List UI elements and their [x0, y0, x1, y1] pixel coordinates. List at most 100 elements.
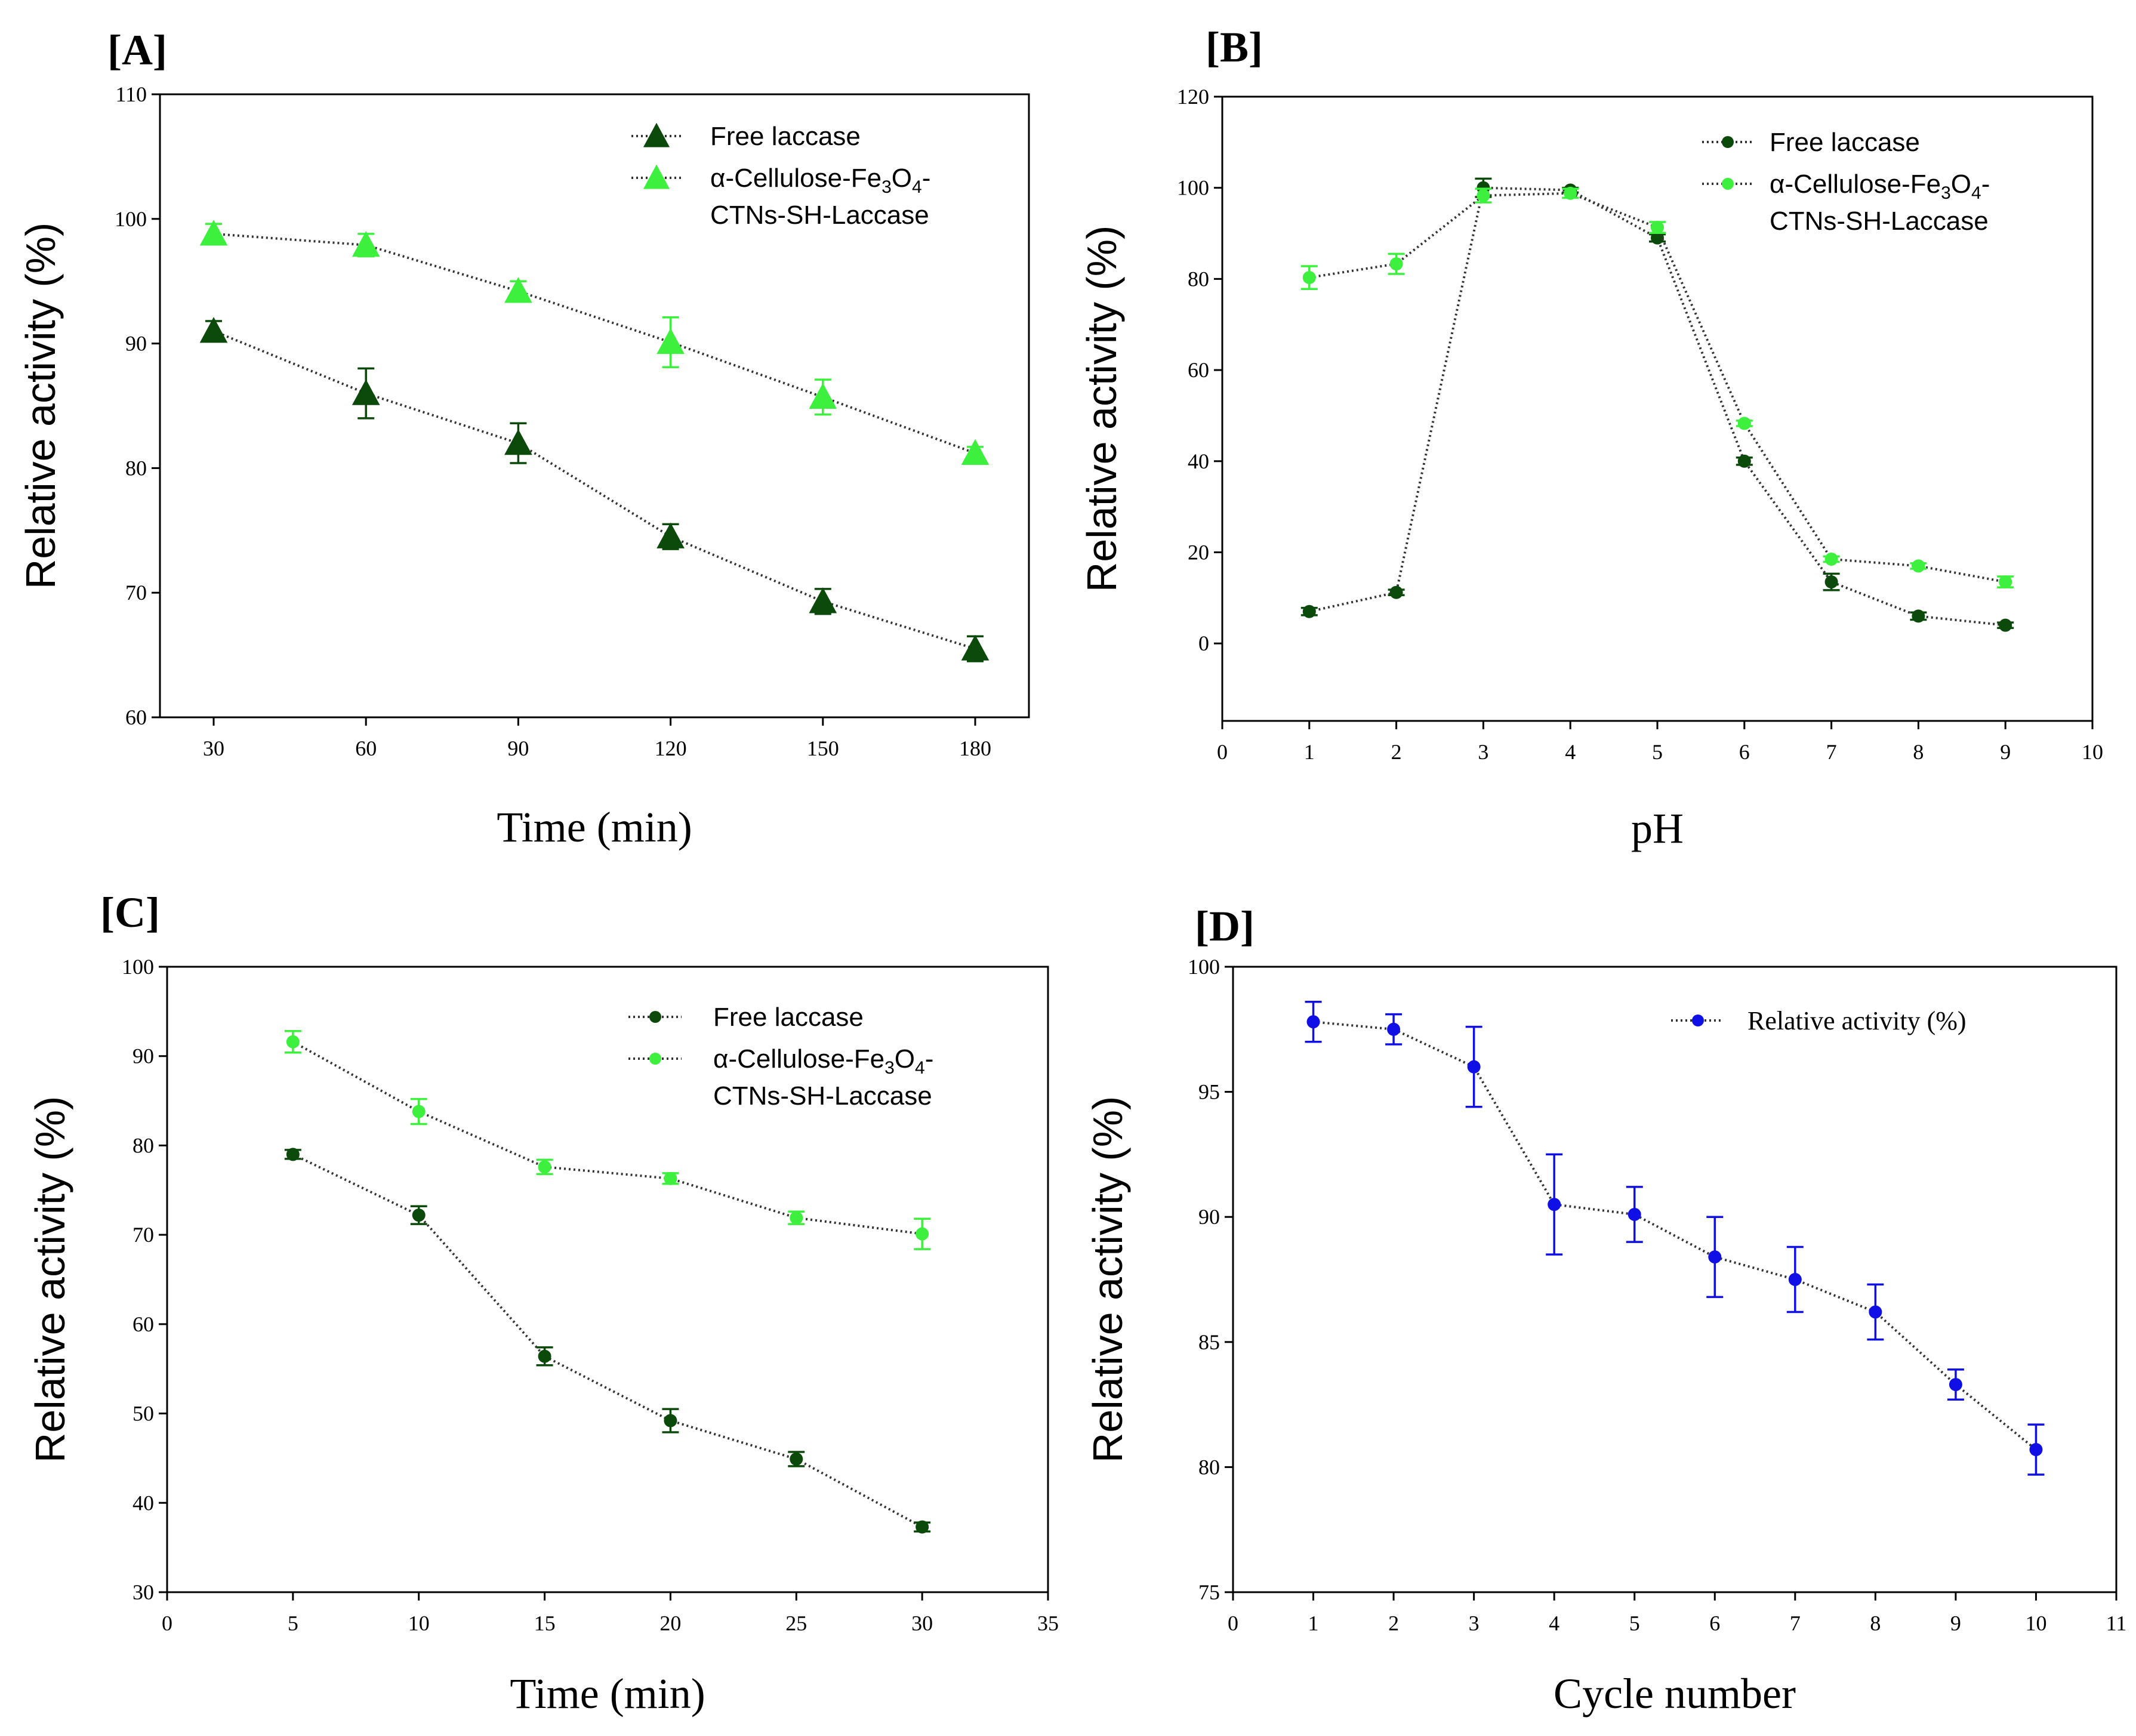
legend-label-part: - [925, 1044, 934, 1074]
data-point [1306, 1015, 1320, 1029]
legend-marker [643, 164, 670, 189]
panel-label: [B] [1206, 23, 1263, 71]
data-point [809, 587, 837, 613]
x-tick-label: 1 [1308, 1611, 1319, 1635]
x-axis-label: Time (min) [510, 1670, 705, 1718]
data-point [1389, 257, 1403, 271]
y-tick-label: 80 [1188, 267, 1209, 291]
series-0 [1305, 1000, 2045, 1476]
data-point [199, 220, 228, 246]
data-point [1651, 221, 1664, 235]
legend-label-subscript: 4 [1971, 183, 1981, 203]
data-point [961, 439, 990, 465]
x-tick-label: 25 [785, 1611, 807, 1635]
legend-label-part: O [892, 164, 912, 193]
x-tick-label: 0 [162, 1611, 172, 1635]
panel-label: [C] [100, 889, 160, 936]
data-point [286, 1148, 300, 1161]
legend-marker [1722, 136, 1734, 148]
y-tick-label: 80 [125, 456, 147, 480]
legend-label-line2: CTNs-SH-Laccase [1770, 206, 1989, 236]
x-tick-label: 30 [911, 1611, 933, 1635]
x-tick-label: 5 [1652, 740, 1663, 764]
x-tick-label: 10 [408, 1611, 430, 1635]
x-tick-label: 2 [1388, 1611, 1399, 1635]
legend-label-subscript: 3 [881, 177, 892, 197]
x-tick-label: 5 [288, 1611, 298, 1635]
y-tick-label: 20 [1188, 541, 1209, 565]
legend: Free laccase α-Cellulose-Fe3O4-CTNs-SH-La… [1702, 128, 1990, 236]
panel-a: [A] 60 70 80 90 100 110 30 60 90 120 150 180 Relative… [17, 26, 1030, 851]
y-tick-label: 30 [132, 1580, 154, 1604]
x-tick-label: 2 [1391, 740, 1402, 764]
data-point [352, 231, 380, 257]
x-axis-label: Cycle number [1554, 1670, 1796, 1718]
legend-label-part: α-Cellulose-Fe [1770, 169, 1941, 199]
data-point [790, 1452, 803, 1466]
legend-marker [1722, 178, 1734, 190]
y-axis-label: Relative activity (%) [1078, 226, 1125, 593]
data-point [199, 317, 228, 343]
panel-label: [A] [107, 26, 167, 74]
y-tick-label: 100 [1188, 955, 1220, 979]
legend-label-line2: CTNs-SH-Laccase [713, 1081, 932, 1111]
legend-marker [643, 122, 670, 147]
data-point [1999, 575, 2012, 589]
data-point [1628, 1208, 1641, 1222]
data-point [1737, 417, 1751, 430]
data-point [790, 1211, 803, 1225]
data-point [412, 1208, 426, 1222]
data-point [504, 277, 532, 303]
data-point [656, 328, 685, 354]
y-tick-label: 40 [132, 1491, 154, 1515]
series-line [1313, 1020, 2037, 1451]
data-point [1302, 605, 1316, 618]
y-tick-label: 0 [1198, 631, 1209, 655]
x-tick-label: 4 [1549, 1611, 1559, 1635]
data-point [1737, 454, 1751, 468]
legend: Free laccaseα-Cellulose-Fe3O4-CTNs-SH-La… [631, 122, 930, 230]
x-tick-label: 10 [2025, 1611, 2046, 1635]
data-point [1548, 1198, 1561, 1211]
panel-d: [D] 75 80 85 90 95 100 0 1 2 3 4 5 6 7 8 9 10 11 Relative a… [1084, 902, 2126, 1718]
data-point [1477, 189, 1490, 202]
y-tick-label: 120 [1177, 85, 1209, 109]
plot-frame [1232, 966, 2117, 1593]
legend-label-subscript: 4 [912, 177, 922, 197]
data-point [2029, 1443, 2043, 1457]
x-tick-label: 8 [1913, 740, 1924, 764]
y-tick-label: 100 [122, 955, 154, 979]
series-1 [284, 1030, 931, 1250]
legend-label-subscript: 3 [1941, 183, 1951, 203]
y-tick-label: 40 [1188, 449, 1209, 473]
y-tick-label: 70 [132, 1223, 154, 1247]
data-point [286, 1035, 300, 1049]
data-point [656, 522, 685, 548]
x-tick-label: 20 [659, 1611, 681, 1635]
y-tick-label: 80 [132, 1133, 154, 1157]
legend-label: Free laccase [1770, 128, 1920, 157]
x-tick-label: 7 [1826, 740, 1837, 764]
data-point [1389, 585, 1403, 599]
legend-label: Free laccase [713, 1003, 864, 1032]
y-tick-label: 60 [1188, 358, 1209, 382]
x-tick-label: 9 [2000, 740, 2011, 764]
y-tick-label: 110 [115, 82, 147, 106]
x-tick-label: 150 [807, 736, 839, 760]
y-tick-label: 60 [132, 1312, 154, 1336]
data-point [1302, 271, 1316, 285]
data-point [664, 1171, 677, 1185]
legend-label-subscript: 4 [915, 1058, 925, 1078]
y-axis-label: Relative activity (%) [17, 223, 64, 590]
legend-marker [649, 1053, 661, 1065]
data-point [916, 1520, 929, 1534]
data-point [1824, 575, 1838, 589]
legend-label: α-Cellulose-Fe3O4- [713, 1044, 933, 1078]
legend-label: α-Cellulose-Fe3O4- [1770, 169, 1990, 203]
legend-label-part: α-Cellulose-Fe [710, 164, 881, 193]
x-tick-label: 7 [1790, 1611, 1801, 1635]
x-tick-label: 15 [534, 1611, 556, 1635]
panel-c: [C] 30 40 50 60 70 80 90 100 0 5 10 15 20 25 30 35 Relati… [27, 889, 1059, 1718]
